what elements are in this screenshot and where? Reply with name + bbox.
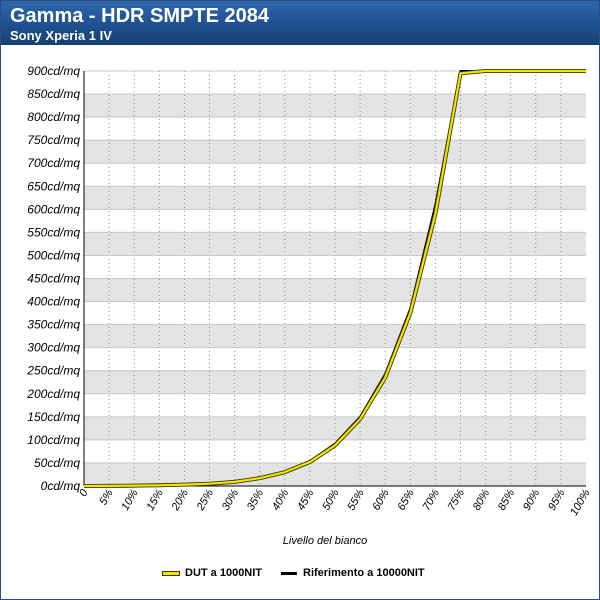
- y-tick-label: 550cd/mq: [27, 225, 80, 239]
- plot-band: [84, 94, 586, 118]
- y-tick-label: 800cd/mq: [27, 110, 80, 124]
- x-tick-labels: 0 5% 10% 15% 20% 25% 30% 35% 40% 45% 50% 55% 60% 65% 7…: [77, 487, 593, 518]
- legend-swatch-reference: [281, 571, 297, 575]
- plot-band: [84, 301, 586, 325]
- y-tick-label: 700cd/mq: [27, 156, 80, 170]
- x-tick-label: 90%: [521, 487, 543, 512]
- x-tick-label: 5%: [97, 487, 115, 507]
- y-tick-label: 750cd/mq: [27, 133, 80, 147]
- y-tick-label: 450cd/mq: [27, 272, 80, 286]
- x-tick-label: 100%: [568, 487, 593, 518]
- x-tick-label: 70%: [421, 487, 443, 512]
- chart-header: Gamma - HDR SMPTE 2084 Sony Xperia 1 IV: [1, 1, 599, 45]
- y-tick-label: 850cd/mq: [27, 87, 80, 101]
- x-tick-label: 0: [77, 487, 91, 499]
- x-tick-label: 40%: [270, 487, 292, 512]
- plot-band: [84, 370, 586, 394]
- chart-legend: DUT a 1000NIT Riferimento a 10000NIT: [1, 563, 599, 583]
- y-tick-labels: 0cd/mq 50cd/mq 100cd/mq 150cd/mq 200cd/mq 250…: [26, 64, 80, 493]
- x-axis-label: Livello del bianco: [283, 535, 367, 547]
- plot-band: [84, 163, 586, 187]
- x-tick-label: 55%: [345, 487, 367, 512]
- x-tick-label: 65%: [395, 487, 417, 512]
- legend-item-dut: DUT a 1000NIT: [163, 563, 262, 583]
- y-tick-label: 50cd/mq: [34, 456, 80, 470]
- x-tick-label: 25%: [194, 487, 216, 513]
- x-tick-label: 20%: [169, 487, 191, 513]
- y-tick-label: 300cd/mq: [27, 341, 80, 355]
- y-tick-label: 600cd/mq: [27, 202, 80, 216]
- x-tick-label: 10%: [119, 487, 141, 512]
- legend-label-dut: DUT a 1000NIT: [185, 567, 263, 579]
- legend-label-reference: Riferimento a 10000NIT: [303, 567, 425, 579]
- plot-band: [84, 209, 586, 233]
- x-tick-label: 35%: [245, 487, 267, 512]
- plot-band: [84, 71, 586, 95]
- chart-title: Gamma - HDR SMPTE 2084: [10, 5, 269, 27]
- x-tick-label: 60%: [370, 487, 392, 512]
- chart-subtitle: Sony Xperia 1 IV: [10, 28, 112, 43]
- plot-band: [84, 186, 586, 210]
- plot-band: [84, 416, 586, 440]
- y-tick-label: 100cd/mq: [27, 433, 80, 447]
- y-tick-label: 400cd/mq: [27, 295, 80, 309]
- x-tick-label: 75%: [446, 487, 468, 512]
- x-tick-label: 80%: [471, 487, 493, 512]
- x-tick-label: 15%: [144, 487, 166, 512]
- x-tick-label: 50%: [320, 487, 342, 512]
- y-tick-label: 350cd/mq: [27, 318, 80, 332]
- plot-band: [84, 278, 586, 302]
- y-tick-label: 150cd/mq: [27, 410, 80, 424]
- series-line-dut: [83, 69, 586, 488]
- y-tick-label: 500cd/mq: [27, 248, 80, 262]
- x-tick-label: 45%: [295, 487, 317, 512]
- series-lines: [83, 69, 586, 488]
- plot-band: [84, 324, 586, 348]
- x-tick-label: 85%: [496, 487, 518, 512]
- legend-item-reference: Riferimento a 10000NIT: [281, 563, 425, 583]
- plot-band: [84, 462, 586, 486]
- y-tick-label: 200cd/mq: [26, 387, 80, 401]
- y-tick-label: 250cd/mq: [26, 364, 80, 378]
- y-tick-label: 650cd/mq: [27, 179, 80, 193]
- x-tick-label: 30%: [220, 487, 242, 512]
- plot-band: [84, 117, 586, 141]
- gamma-chart: 0cd/mq 50cd/mq 100cd/mq 150cd/mq 200cd/mq 250…: [26, 64, 593, 547]
- y-tick-label: 900cd/mq: [27, 64, 80, 78]
- plot-band: [84, 393, 586, 417]
- horizontal-gridlines: [84, 70, 586, 487]
- legend-swatch-dut: [163, 571, 179, 575]
- x-tick-label: 95%: [546, 487, 568, 512]
- plot-band: [84, 255, 586, 279]
- y-tick-label: 0cd/mq: [41, 479, 81, 493]
